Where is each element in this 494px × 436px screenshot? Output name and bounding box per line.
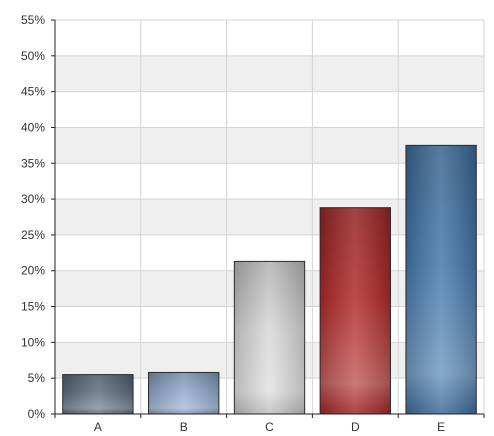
bar-shading-D [320, 208, 390, 414]
y-tick-label: 25% [21, 228, 45, 242]
y-tick-label: 30% [21, 192, 45, 206]
y-tick-label: 0% [28, 407, 46, 421]
y-tick-label: 5% [28, 371, 46, 385]
bar-shading-E [406, 145, 476, 414]
x-axis-tick-labels: A B C D E [94, 420, 445, 434]
plot-band [55, 55, 484, 92]
plot-band [55, 91, 484, 128]
bar-shading-A [63, 375, 133, 414]
y-tick-label: 40% [21, 120, 45, 134]
x-tick-label: E [437, 420, 445, 434]
y-axis-tick-labels: 0% 5% 10% 15% 20% 25% 30% 35% 40% 45% 50% 55% [21, 13, 45, 421]
y-tick-label: 20% [21, 264, 45, 278]
bar-series [62, 144, 477, 415]
y-tick-label: 35% [21, 156, 45, 170]
bar-shading-B [149, 372, 219, 414]
y-tick-label: 50% [21, 49, 45, 63]
x-tick-label: C [265, 420, 274, 434]
bar-shading-C [234, 261, 305, 414]
x-tick-label: D [351, 420, 360, 434]
y-tick-label: 10% [21, 335, 45, 349]
x-tick-label: A [94, 420, 102, 434]
y-tick-label: 55% [21, 13, 45, 27]
x-tick-label: B [180, 420, 188, 434]
axes [51, 19, 485, 418]
y-tick-label: 15% [21, 300, 45, 314]
y-tick-label: 45% [21, 85, 45, 99]
plot-band [55, 20, 484, 56]
